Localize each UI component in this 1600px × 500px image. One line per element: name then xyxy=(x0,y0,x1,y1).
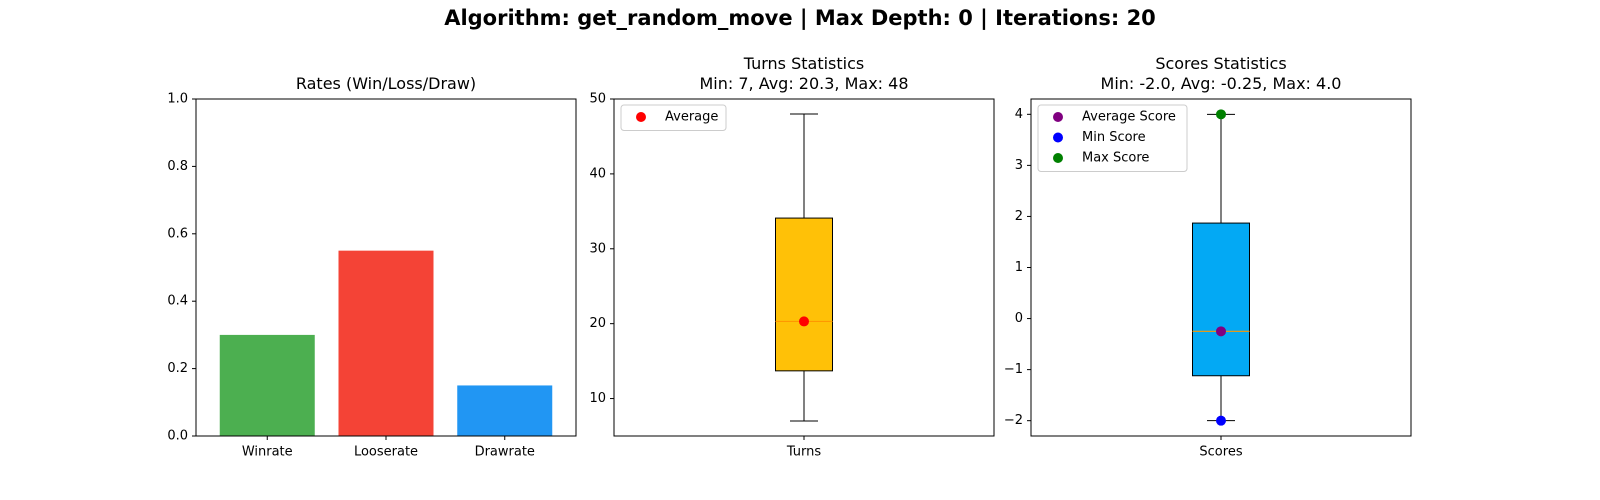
rates-ytick-label: 1.0 xyxy=(167,92,188,107)
rates-ytick-label: 0.2 xyxy=(167,361,188,376)
scores-chart-title: Scores Statistics xyxy=(1155,54,1287,73)
scores-ytick-label: 0 xyxy=(1015,311,1023,326)
bar-winrate xyxy=(219,334,315,436)
scores-marker-average-score xyxy=(1216,326,1226,337)
scores-ytick-label: −2 xyxy=(1004,413,1023,428)
rates-xtick-label: Winrate xyxy=(242,445,293,460)
scores-chart-subtitle: Min: -2.0, Avg: -0.25, Max: 4.0 xyxy=(1100,74,1342,93)
turns-chart-subtitle: Min: 7, Avg: 20.3, Max: 48 xyxy=(699,74,909,93)
bar-drawrate xyxy=(457,385,553,436)
scores-legend-label: Average Score xyxy=(1082,110,1176,125)
turns-xtick-label: Turns xyxy=(786,445,822,460)
scores-ytick-label: 1 xyxy=(1015,260,1023,275)
scores-legend xyxy=(1037,104,1188,172)
rates-axes: Winrate Looserate Drawrate 0.0 0.2 0.4 0.6 0.8 1… xyxy=(167,92,577,460)
turns-ytick-label: 40 xyxy=(589,166,606,181)
rates-ytick-label: 0.8 xyxy=(167,159,188,174)
turns-box xyxy=(775,217,833,372)
turns-legend-label: Average xyxy=(665,110,718,125)
scores-xtick-label: Scores xyxy=(1199,445,1242,460)
turns-marker-average xyxy=(799,316,809,327)
rates-frame xyxy=(195,98,577,437)
scores-box xyxy=(1192,222,1250,377)
scores-ytick-label: −1 xyxy=(1004,362,1023,377)
rates-xtick-label: Looserate xyxy=(354,445,418,460)
bar-looserate xyxy=(338,250,434,436)
rates-ytick-label: 0.6 xyxy=(167,226,188,241)
scores-legend-marker xyxy=(1053,132,1063,143)
scores-axes: Scores −2 −1 0 1 2 3 4 Average Score Min Score Max… xyxy=(1004,98,1412,460)
turns-legend-marker xyxy=(636,112,646,122)
rates-chart-title: Rates (Win/Loss/Draw) xyxy=(295,74,477,93)
figure-title: Algorithm: get_random_move | Max Depth: … xyxy=(444,6,1156,30)
scores-ytick-label: 3 xyxy=(1015,158,1023,173)
turns-ytick-label: 10 xyxy=(589,391,606,406)
scores-ytick-label: 4 xyxy=(1015,107,1023,122)
rates-xtick-label: Drawrate xyxy=(475,445,535,460)
rates-ytick-label: 0.4 xyxy=(167,294,188,309)
scores-legend-label: Min Score xyxy=(1082,130,1146,145)
turns-axes: Turns 10 20 30 40 50 Average xyxy=(589,92,995,460)
turns-frame xyxy=(613,98,995,437)
scores-legend-marker xyxy=(1053,153,1063,163)
scores-marker-max-score xyxy=(1216,109,1226,120)
scores-legend-marker xyxy=(1053,112,1063,122)
turns-ytick-label: 50 xyxy=(589,92,606,107)
scores-ytick-label: 2 xyxy=(1015,209,1023,224)
turns-ytick-label: 30 xyxy=(589,241,606,256)
scores-frame xyxy=(1030,98,1412,437)
turns-legend xyxy=(620,104,727,131)
rates-ytick-label: 0.0 xyxy=(167,429,188,444)
scores-legend-label: Max Score xyxy=(1082,151,1149,166)
turns-chart-title: Turns Statistics xyxy=(743,54,865,73)
turns-ytick-label: 20 xyxy=(589,316,606,331)
scores-marker-min-score xyxy=(1216,415,1226,426)
